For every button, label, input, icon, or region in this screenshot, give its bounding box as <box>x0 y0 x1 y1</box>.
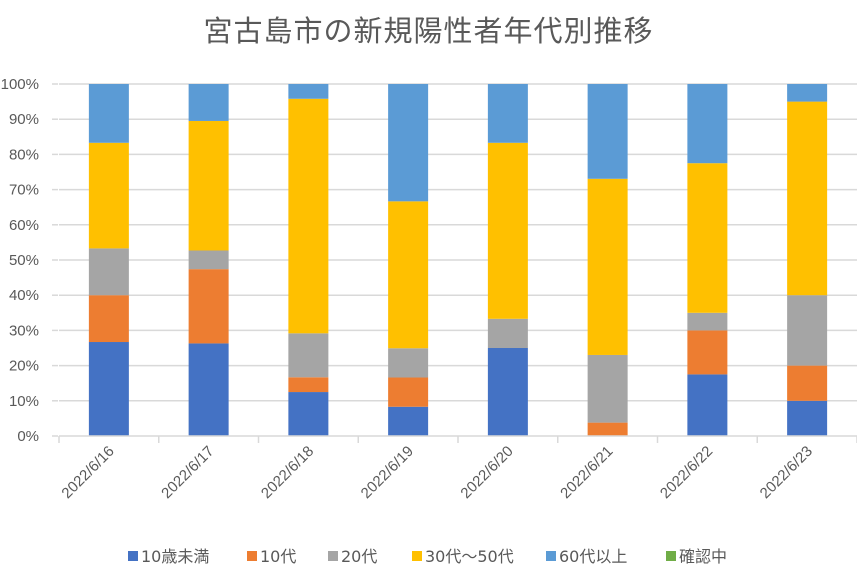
x-tick-label: 2022/6/18 <box>258 443 317 502</box>
x-tick-label: 2022/6/19 <box>358 443 417 502</box>
legend-swatch <box>247 551 257 561</box>
bar-segment <box>388 377 429 407</box>
bar-segment <box>487 142 528 319</box>
legend-swatch <box>412 551 422 561</box>
bar-segment <box>188 250 229 270</box>
y-tick-label: 20% <box>9 358 39 375</box>
legend-label: 20代 <box>341 547 377 566</box>
bar-segment <box>687 84 728 164</box>
x-tick-label: 2022/6/22 <box>657 443 716 502</box>
legend-swatch <box>328 551 338 561</box>
bar-segment <box>288 98 329 334</box>
bar-segment <box>787 365 828 401</box>
bar-segment <box>288 392 329 436</box>
bar-segment <box>188 84 229 121</box>
bar-segment <box>787 84 828 102</box>
bar-segment <box>88 84 129 143</box>
x-axis-labels: 2022/6/16 2022/6/17 2022/6/18 2022/6/19 2022… <box>58 443 815 502</box>
bars <box>88 84 828 436</box>
y-tick-label: 90% <box>9 111 39 128</box>
bar-segment <box>188 120 229 251</box>
bar-segment <box>587 422 628 436</box>
bar-segment <box>687 163 728 313</box>
bar-segment <box>88 142 129 249</box>
y-tick-label: 60% <box>9 217 39 234</box>
bar-segment <box>88 248 129 296</box>
x-tick-label: 2022/6/17 <box>158 443 217 502</box>
gridlines <box>52 83 857 437</box>
bar-segment <box>487 84 528 143</box>
bar-segment <box>787 400 828 436</box>
legend-label: 30代〜50代 <box>425 547 514 566</box>
bar-segment <box>687 312 728 331</box>
legend-item: 60代以上 <box>546 547 627 566</box>
y-tick-label: 100% <box>1 76 39 93</box>
bar-segment <box>787 295 828 366</box>
bar-segment <box>388 406 429 436</box>
y-tick-label: 70% <box>9 182 39 199</box>
y-tick-label: 0% <box>17 428 39 445</box>
bar-segment <box>587 354 628 423</box>
bar-segment <box>88 295 129 343</box>
x-axis <box>58 435 857 443</box>
bar-segment <box>787 101 828 296</box>
y-tick-label: 80% <box>9 146 39 163</box>
bar-segment <box>487 348 528 436</box>
legend-item: 確認中 <box>666 547 727 566</box>
bar-segment <box>587 84 628 179</box>
legend-label: 10歳未満 <box>141 547 209 566</box>
legend-item: 30代〜50代 <box>412 547 514 566</box>
bar-segment <box>487 318 528 348</box>
bar-segment <box>388 201 429 349</box>
x-tick-label: 2022/6/16 <box>58 443 117 502</box>
legend-swatch <box>666 551 676 561</box>
y-tick-label: 50% <box>9 252 39 269</box>
legend-label: 10代 <box>260 547 296 566</box>
bar-segment <box>188 343 229 436</box>
x-tick-label: 2022/6/21 <box>557 443 616 502</box>
bar-segment <box>388 348 429 378</box>
y-tick-label: 10% <box>9 393 39 410</box>
bar-segment <box>687 374 728 436</box>
bar-segment <box>687 330 728 375</box>
legend-item: 10歳未満 <box>128 547 209 566</box>
bar-segment <box>288 333 329 378</box>
bar-segment <box>587 178 628 355</box>
chart-title: 宮古島市の新規陽性者年代別推移 <box>203 14 654 48</box>
bar-segment <box>288 377 329 393</box>
y-tick-label: 30% <box>9 322 39 339</box>
bar-segment <box>388 84 429 202</box>
legend: 10歳未満 10代 20代 30代〜50代 60代以上 確認中 <box>128 547 727 566</box>
y-axis-ticks: 0% 10% 20% 30% 40% 50% 60% 70% 80% 90% 100% <box>1 76 39 445</box>
legend-label: 確認中 <box>679 547 727 566</box>
bar-segment <box>88 342 129 436</box>
legend-item: 10代 <box>247 547 296 566</box>
legend-label: 60代以上 <box>559 547 627 566</box>
legend-swatch <box>546 551 556 561</box>
bar-segment <box>288 84 329 99</box>
y-tick-label: 40% <box>9 287 39 304</box>
bar-segment <box>188 269 229 344</box>
legend-item: 20代 <box>328 547 377 566</box>
x-tick-label: 2022/6/20 <box>457 443 516 502</box>
legend-swatch <box>128 551 138 561</box>
x-tick-label: 2022/6/23 <box>757 443 816 502</box>
